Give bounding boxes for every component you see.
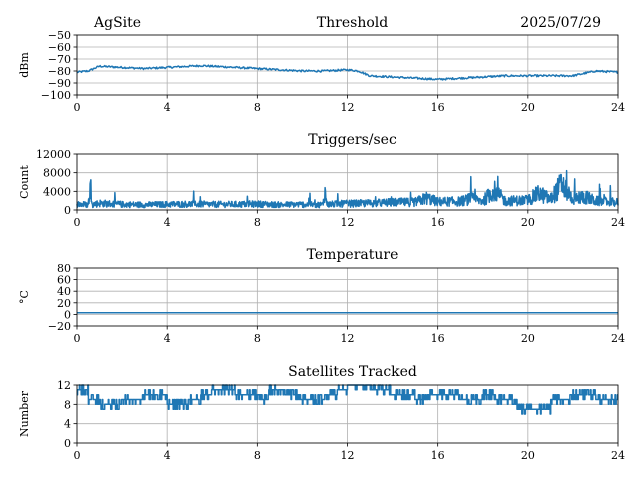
x-tick-label: 20: [521, 449, 535, 462]
chart-panel: 0 4 8 12 16 20 24 −100−90−80−70−60−50 Threshold d…: [18, 15, 625, 114]
x-tick-label: 16: [431, 101, 445, 114]
x-tick-label: 8: [254, 216, 261, 229]
y-tick-label: 4: [64, 418, 71, 431]
x-tick-label: 0: [74, 449, 81, 462]
y-tick-label: −100: [41, 89, 71, 102]
y-tick-label: 12: [57, 379, 71, 392]
series-line: [76, 384, 619, 415]
x-tick-label: 0: [74, 216, 81, 229]
y-tick-label: 8: [64, 398, 71, 411]
x-tick-label: 12: [341, 216, 355, 229]
y-tick-label: 80: [57, 262, 71, 275]
y-tick-label: 8000: [43, 167, 71, 180]
chart-title: Threshold: [317, 15, 388, 31]
chart-panel: 0 4 8 12 16 20 24 0 4 8 12 Satellites Tracked Number: [18, 364, 625, 462]
x-tick-label: 4: [164, 216, 171, 229]
x-tick-label: 24: [611, 101, 625, 114]
x-tick-label: 24: [611, 332, 625, 345]
x-tick-label: 16: [431, 332, 445, 345]
x-tick-label: 8: [254, 449, 261, 462]
y-axis-label: Number: [18, 390, 31, 437]
y-axis-label: Count: [18, 165, 31, 199]
x-tick-label: 0: [74, 101, 81, 114]
x-tick-label: 0: [74, 332, 81, 345]
x-tick-label: 8: [254, 332, 261, 345]
date-label: 2025/07/29: [520, 15, 601, 31]
y-tick-label: 0: [64, 308, 71, 321]
x-tick-label: 4: [164, 101, 171, 114]
y-tick-label: 40: [57, 285, 71, 298]
x-tick-label: 12: [341, 332, 355, 345]
x-tick-label: 12: [341, 101, 355, 114]
series-line: [76, 64, 619, 81]
chart-title: Temperature: [307, 247, 399, 263]
x-tick-label: 16: [431, 449, 445, 462]
y-tick-label: −20: [48, 320, 71, 333]
y-axis-label: °C: [18, 290, 31, 304]
x-tick-label: 16: [431, 216, 445, 229]
x-tick-label: 4: [164, 449, 171, 462]
y-axis-label: dBm: [18, 52, 31, 78]
y-tick-label: 4000: [43, 185, 71, 198]
x-tick-label: 24: [611, 449, 625, 462]
chart-title: Satellites Tracked: [288, 364, 417, 380]
x-tick-label: 20: [521, 332, 535, 345]
x-tick-label: 24: [611, 216, 625, 229]
x-tick-label: 4: [164, 332, 171, 345]
y-tick-label: 0: [64, 204, 71, 217]
y-tick-label: 20: [57, 297, 71, 310]
y-tick-label: −50: [48, 29, 71, 42]
y-tick-label: −90: [48, 77, 71, 90]
chart-title: Triggers/sec: [308, 132, 397, 148]
chart-panel: 0 4 8 12 16 20 24 0 4000 8000 12000 Triggers/sec Cou…: [18, 132, 625, 229]
x-tick-label: 8: [254, 101, 261, 114]
site-label: AgSite: [93, 15, 141, 31]
y-tick-label: 12000: [36, 148, 71, 161]
x-tick-label: 20: [521, 101, 535, 114]
x-tick-label: 20: [521, 216, 535, 229]
y-tick-label: −60: [48, 41, 71, 54]
y-tick-label: 60: [57, 274, 71, 287]
x-tick-label: 12: [341, 449, 355, 462]
y-tick-label: −70: [48, 53, 71, 66]
series-line: [76, 169, 619, 209]
y-tick-label: 0: [64, 437, 71, 450]
y-tick-label: −80: [48, 65, 71, 78]
